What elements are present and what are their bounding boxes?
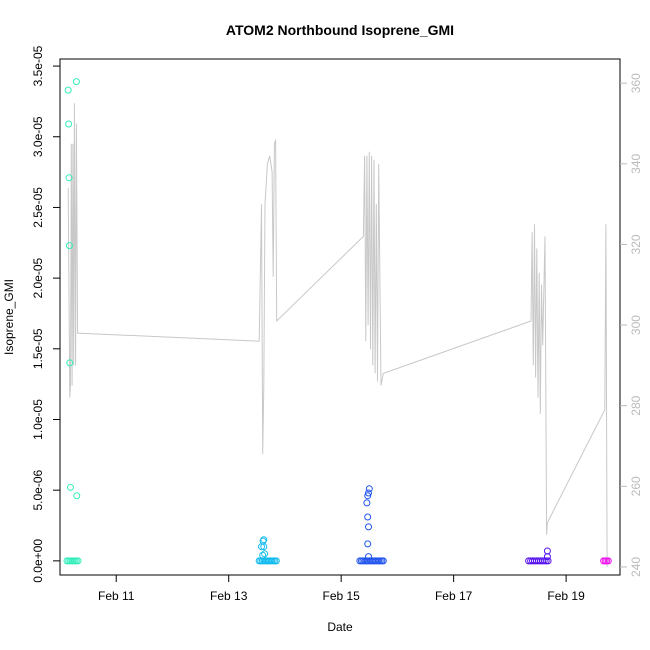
y2-tick-label: 280 [629,395,643,415]
data-point [65,174,73,182]
data-point [73,492,81,500]
chart-title: ATOM2 Northbound Isoprene_GMI [226,22,454,38]
data-point [260,536,268,544]
data-point [365,489,372,497]
data-point [65,242,73,250]
data-point [65,120,73,128]
y-tick-label: 2.5e-05 [31,187,45,228]
y-tick-label: 0.0e+00 [31,539,45,583]
secondary-line-layer [67,103,608,567]
data-point [365,485,373,493]
x-tick-label: Feb 15 [322,589,360,603]
y2-tick-label: 340 [629,153,643,173]
data-point [261,550,269,558]
y2-tick-label: 300 [629,315,643,335]
y-tick-label: 1.5e-05 [31,328,45,369]
data-point [72,78,80,86]
data-point [364,540,372,548]
data-point [365,523,372,531]
data-point [604,557,612,565]
data-point [66,359,74,367]
data-point [67,483,74,491]
data-point [272,557,280,565]
data-point [363,499,371,507]
y-tick-label: 3.0e-05 [31,116,45,157]
data-point [364,513,372,521]
y2-tick-label: 360 [629,73,643,93]
x-axis-label: Date [327,620,353,634]
x-tick-label: Feb 19 [547,589,585,603]
x-axis: Feb 11 Feb 13 Feb 15 Feb 17 Feb 19 [98,575,585,603]
x-tick-label: Feb 13 [210,589,248,603]
data-point [540,557,548,565]
data-point [74,557,82,565]
y2-tick-label: 240 [629,557,643,577]
y-tick-label: 5.0e-06 [31,470,45,511]
y-axis-label: Isoprene_GMI [2,279,16,355]
y2-tick-label: 320 [629,234,643,254]
data-point-layer [63,78,612,565]
data-point [544,557,552,565]
data-point [259,551,267,559]
x-tick-label: Feb 11 [98,589,135,603]
data-point [542,557,550,565]
y-tick-label: 3.5e-05 [31,45,45,86]
y-tick-label: 2.0e-05 [31,257,45,298]
y-axis: 0.0e+00 5.0e-06 1.0e-05 1.5e-05 2.0e-05 2.5e-… [31,45,60,583]
y2-axis: 240 260 280 300 320 340 360 [620,73,643,577]
y-tick-label: 1.0e-05 [31,399,45,440]
data-point [379,557,387,565]
x-tick-label: Feb 17 [435,589,473,603]
data-point [260,543,268,551]
plot-frame [59,58,621,576]
data-point [64,86,72,94]
series-line [67,103,608,567]
data-point [364,492,372,500]
y2-tick-label: 260 [629,476,643,496]
